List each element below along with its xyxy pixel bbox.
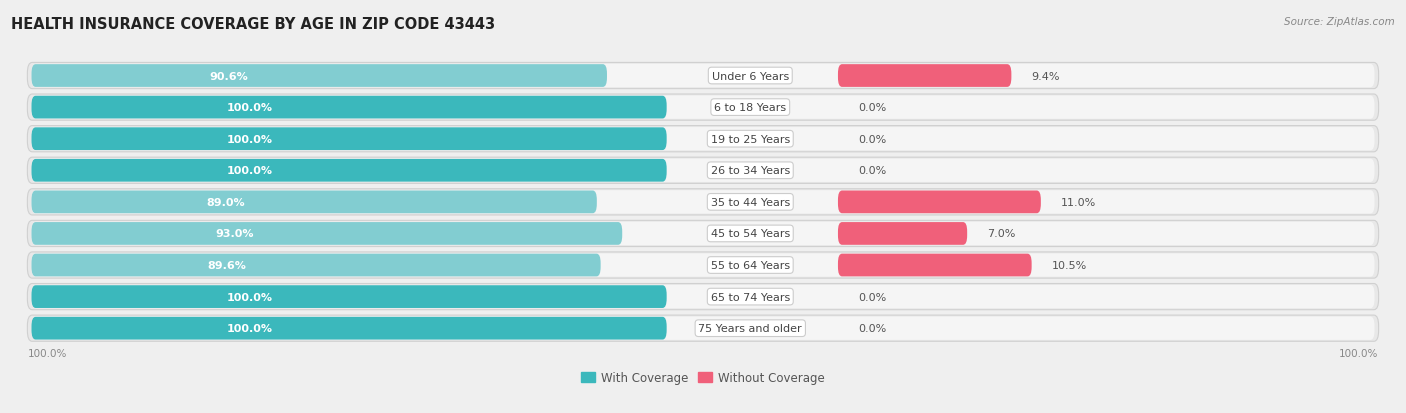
FancyBboxPatch shape xyxy=(31,222,1375,246)
FancyBboxPatch shape xyxy=(27,189,1379,216)
Text: 100.0%: 100.0% xyxy=(28,348,67,358)
FancyBboxPatch shape xyxy=(31,254,1375,277)
Text: HEALTH INSURANCE COVERAGE BY AGE IN ZIP CODE 43443: HEALTH INSURANCE COVERAGE BY AGE IN ZIP … xyxy=(11,17,495,31)
Text: Source: ZipAtlas.com: Source: ZipAtlas.com xyxy=(1284,17,1395,26)
Text: 0.0%: 0.0% xyxy=(858,166,887,176)
FancyBboxPatch shape xyxy=(31,65,1375,88)
FancyBboxPatch shape xyxy=(838,191,1040,214)
Text: Under 6 Years: Under 6 Years xyxy=(711,71,789,81)
Text: 6 to 18 Years: 6 to 18 Years xyxy=(714,103,786,113)
FancyBboxPatch shape xyxy=(27,252,1379,278)
Legend: With Coverage, Without Coverage: With Coverage, Without Coverage xyxy=(576,367,830,389)
FancyBboxPatch shape xyxy=(838,223,967,245)
Text: 93.0%: 93.0% xyxy=(215,229,253,239)
Text: 45 to 54 Years: 45 to 54 Years xyxy=(710,229,790,239)
FancyBboxPatch shape xyxy=(27,315,1379,342)
FancyBboxPatch shape xyxy=(31,65,607,88)
Text: 0.0%: 0.0% xyxy=(858,323,887,333)
Text: 7.0%: 7.0% xyxy=(987,229,1015,239)
FancyBboxPatch shape xyxy=(27,221,1379,247)
Text: 100.0%: 100.0% xyxy=(226,323,273,333)
Text: 35 to 44 Years: 35 to 44 Years xyxy=(710,197,790,207)
Text: 100.0%: 100.0% xyxy=(226,292,273,302)
FancyBboxPatch shape xyxy=(31,223,623,245)
Text: 100.0%: 100.0% xyxy=(1339,348,1378,358)
Text: 0.0%: 0.0% xyxy=(858,134,887,144)
FancyBboxPatch shape xyxy=(27,95,1379,121)
Text: 55 to 64 Years: 55 to 64 Years xyxy=(710,261,790,271)
FancyBboxPatch shape xyxy=(31,191,1375,214)
Text: 19 to 25 Years: 19 to 25 Years xyxy=(710,134,790,144)
FancyBboxPatch shape xyxy=(31,191,596,214)
Text: 0.0%: 0.0% xyxy=(858,292,887,302)
Text: 0.0%: 0.0% xyxy=(858,103,887,113)
Text: 90.6%: 90.6% xyxy=(209,71,249,81)
FancyBboxPatch shape xyxy=(31,128,666,151)
FancyBboxPatch shape xyxy=(838,254,1032,277)
FancyBboxPatch shape xyxy=(31,159,666,182)
FancyBboxPatch shape xyxy=(31,128,1375,151)
Text: 100.0%: 100.0% xyxy=(226,166,273,176)
Text: 65 to 74 Years: 65 to 74 Years xyxy=(710,292,790,302)
FancyBboxPatch shape xyxy=(27,158,1379,184)
FancyBboxPatch shape xyxy=(31,159,1375,183)
FancyBboxPatch shape xyxy=(838,65,1011,88)
FancyBboxPatch shape xyxy=(31,317,1375,340)
FancyBboxPatch shape xyxy=(27,284,1379,310)
Text: 10.5%: 10.5% xyxy=(1052,261,1087,271)
FancyBboxPatch shape xyxy=(31,285,1375,309)
FancyBboxPatch shape xyxy=(31,254,600,277)
FancyBboxPatch shape xyxy=(31,97,666,119)
Text: 11.0%: 11.0% xyxy=(1062,197,1097,207)
FancyBboxPatch shape xyxy=(27,126,1379,152)
Text: 89.6%: 89.6% xyxy=(207,261,246,271)
FancyBboxPatch shape xyxy=(31,96,1375,119)
FancyBboxPatch shape xyxy=(27,63,1379,90)
Text: 75 Years and older: 75 Years and older xyxy=(699,323,801,333)
Text: 26 to 34 Years: 26 to 34 Years xyxy=(710,166,790,176)
FancyBboxPatch shape xyxy=(31,317,666,340)
Text: 100.0%: 100.0% xyxy=(226,103,273,113)
FancyBboxPatch shape xyxy=(31,285,666,308)
Text: 89.0%: 89.0% xyxy=(207,197,245,207)
Text: 9.4%: 9.4% xyxy=(1032,71,1060,81)
Text: 100.0%: 100.0% xyxy=(226,134,273,144)
